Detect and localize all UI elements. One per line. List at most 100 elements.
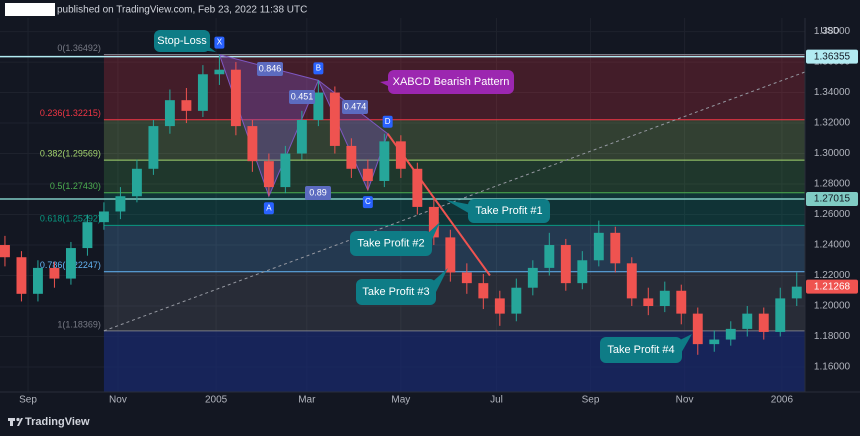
candle-body <box>247 126 258 162</box>
callout-box <box>468 199 550 223</box>
pattern-ratio-box <box>257 62 283 76</box>
candle-body <box>263 161 274 188</box>
candle-body <box>197 74 208 111</box>
pattern-point-label: B <box>316 63 321 72</box>
candle-body <box>164 100 175 127</box>
candle-body <box>395 141 406 169</box>
candle-body <box>791 286 802 299</box>
x-tick-label: Sep <box>582 395 600 406</box>
candle-body <box>313 92 324 120</box>
candle-body <box>214 69 225 75</box>
brand-logo <box>8 417 23 426</box>
x-tick-label: Mar <box>298 395 316 406</box>
candle-body <box>593 232 604 261</box>
candle-body <box>511 287 522 314</box>
pattern-ratio-box <box>342 100 368 114</box>
candle-body <box>329 92 340 146</box>
candle-body <box>296 120 307 154</box>
candle-body <box>775 298 786 332</box>
pattern-point <box>362 196 373 209</box>
x-tick-label: 2005 <box>205 395 228 406</box>
fib-label: 0.382(1.29569) <box>40 148 101 158</box>
pattern-point-label: A <box>266 203 272 212</box>
fib-label: 0.236(1.32215) <box>40 108 101 118</box>
y-tick-label: 1.18000 <box>814 331 851 342</box>
candle-body <box>412 168 423 207</box>
candle-body <box>428 206 439 238</box>
candle-body <box>527 267 538 288</box>
header-bar <box>0 0 860 18</box>
pattern-ratio-box <box>289 90 315 104</box>
y-tick-label: 1.20000 <box>814 301 851 312</box>
price-line-tag <box>806 49 858 64</box>
candle-body <box>626 263 637 299</box>
candle-body <box>65 248 76 279</box>
callout-text: Take Profit #2 <box>357 237 424 249</box>
callout-text: Take Profit #4 <box>607 344 674 356</box>
price-line-label: 1.27015 <box>814 194 851 205</box>
price-axis <box>805 18 860 410</box>
pattern-point <box>313 62 324 75</box>
pattern-point-label: X <box>217 38 223 47</box>
y-tick-label: 1.30000 <box>814 148 851 159</box>
candle-body <box>659 290 670 307</box>
x-tick-label: May <box>391 395 410 406</box>
callout-tail <box>446 200 472 215</box>
currency: USD <box>820 25 840 35</box>
callout-box <box>356 279 436 305</box>
candle-body <box>725 328 736 340</box>
candle-body <box>610 232 621 264</box>
x-tick-label: Jul <box>490 395 503 406</box>
header-text: published on TradingView.com, Feb 23, 20… <box>57 5 307 16</box>
candle-body <box>758 313 769 332</box>
fib-extension-zone <box>103 330 805 392</box>
candle-body <box>362 168 373 181</box>
fib-label: 1(1.18369) <box>57 319 101 329</box>
callout-box <box>600 337 682 363</box>
candle-body <box>560 245 571 284</box>
y-tick-label: 1.32000 <box>814 118 851 129</box>
pattern-ratio: 0.474 <box>344 101 367 111</box>
callout-text: Take Profit #3 <box>362 286 429 298</box>
fib-zone <box>103 160 805 193</box>
candle-body <box>230 69 241 127</box>
fib-label: 0.5(1.27430) <box>50 181 101 191</box>
trend-line <box>386 133 491 277</box>
axes: 1.16000 1.18000 1.20000 1.22000 1.24000 1.260… <box>19 26 858 406</box>
candle-body <box>494 298 505 314</box>
candle-body <box>32 267 43 294</box>
y-tick-label: 1.34000 <box>814 87 851 98</box>
y-tick-label: 1.24000 <box>814 240 851 251</box>
price-line-label: 1.36355 <box>814 51 851 62</box>
pattern-ratio-box <box>305 186 331 200</box>
plot: 0(1.36492) 0.236(1.32215) 0.382(1.29569) 0.… <box>0 18 806 392</box>
pattern-point <box>263 202 274 215</box>
candle-body <box>676 290 687 314</box>
x-tick-label: 2006 <box>771 395 794 406</box>
candle-body <box>379 141 390 181</box>
candle-body <box>742 313 753 329</box>
candle-body <box>181 100 192 111</box>
fib-zone <box>103 119 805 161</box>
redacted-author <box>5 3 55 16</box>
price-line-tag <box>806 192 858 207</box>
x-tick-label: Nov <box>109 395 127 406</box>
callout-text: XABCD Bearish Pattern <box>393 76 510 88</box>
candle-body <box>445 237 456 273</box>
candle-body <box>643 298 654 307</box>
candle-body <box>577 260 588 284</box>
candle-body <box>461 272 472 284</box>
candle-body <box>0 245 10 258</box>
pattern-point-label: D <box>385 117 391 126</box>
candle-body <box>709 339 720 345</box>
candle-body <box>692 313 703 345</box>
fib-label: 0.618(1.25292) <box>40 214 101 224</box>
callout-text: Stop-Loss <box>157 35 207 47</box>
candle-body <box>49 267 60 279</box>
callout-box <box>154 30 210 52</box>
callout-box <box>350 231 432 256</box>
y-tick-label: 1.16000 <box>814 362 851 373</box>
footer-bar <box>0 410 860 436</box>
fib-trend-line <box>103 71 806 332</box>
